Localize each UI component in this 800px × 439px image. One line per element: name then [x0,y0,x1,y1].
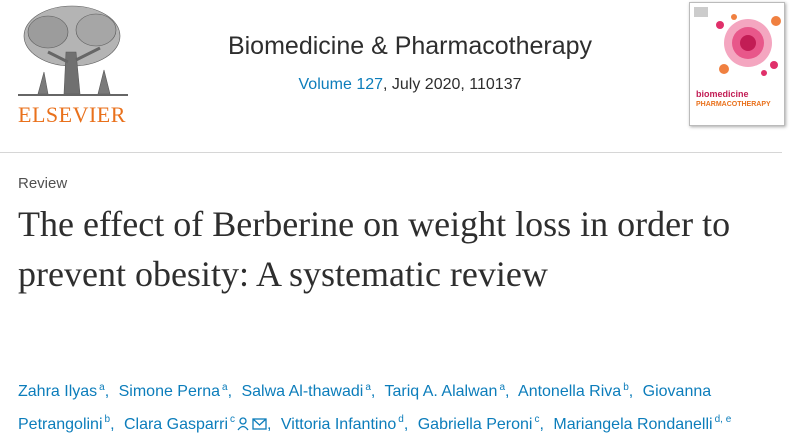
affiliation: d, e [714,414,732,426]
elsevier-tree [18,5,128,96]
affiliation: b [104,414,111,426]
article-title: The effect of Berberine on weight loss i… [18,204,731,294]
affiliation: a [222,382,228,393]
author-name: Salwa Al-thawadi [241,383,364,401]
author-name: Mariangela Rondanelli [553,415,713,433]
author-name: Antonella Riva [518,383,622,401]
affiliation: a [99,382,105,393]
issue-info: , July 2020, 110137 [383,76,522,93]
author[interactable]: Mariangela Rondanelli d, e [553,414,732,433]
cover-art [690,3,784,125]
affiliation: a [499,382,505,393]
author-name: Clara Gasparri [123,415,228,433]
volume-line: Volume 127, July 2020, 110137 [150,76,670,94]
cover-title: biomedicine [696,89,749,99]
affiliation: b [623,382,629,393]
author-name: Tariq A. Alalwan [384,383,498,401]
divider [0,152,782,153]
cover-title: PHARMACOTHERAPY [696,101,771,108]
affiliation: a [365,382,371,393]
author[interactable]: Clara Gasparri c [123,414,276,433]
author[interactable]: Zahra Ilyas a [18,382,114,401]
author-name: Vittoria Infantino [280,415,397,433]
author-name: Simone Perna [118,383,220,401]
affiliation: c [230,414,235,426]
author[interactable]: Vittoria Infantino d [280,414,413,433]
author-name: Zahra Ilyas [18,383,98,401]
affiliation: c [534,414,540,426]
author[interactable]: Simone Perna a [118,382,237,401]
journal-cover[interactable]: biomedicine PHARMACOTHERAPY [689,2,785,126]
journal-title[interactable]: Biomedicine & Pharmacotherapy [227,32,593,60]
author[interactable]: Tariq A. Alalwan a [384,382,514,401]
author[interactable]: Salwa Al-thawadi a [241,382,380,401]
author[interactable]: Antonella Riva b [518,382,638,401]
author-name: Gabriella Peroni [417,415,533,433]
author[interactable]: Gabriella Peroni c [417,414,549,433]
article-type: Review [18,175,68,192]
publisher[interactable]: ELSEVIER [18,102,126,127]
volume-link[interactable]: Volume 127 [298,76,384,93]
author-name: Giovanna Petrangolini [18,383,712,433]
affiliation: d [398,414,404,426]
contact-icons[interactable] [237,417,267,431]
